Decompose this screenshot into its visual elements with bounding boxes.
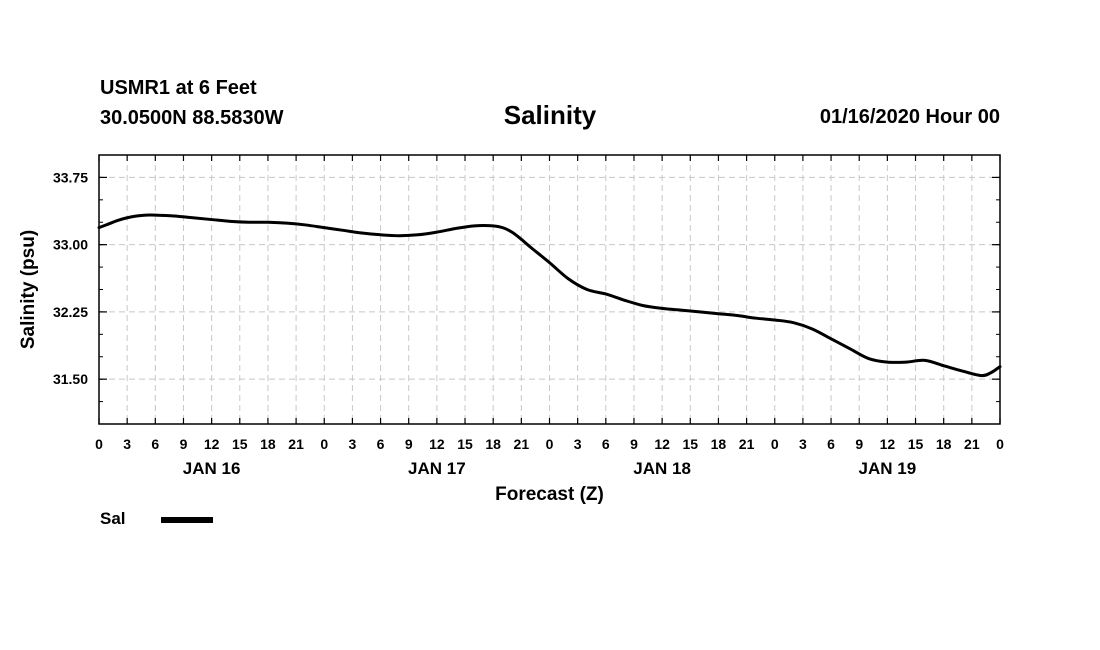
day-label: JAN 18 [633, 459, 691, 478]
x-tick-label: 12 [654, 436, 670, 452]
x-tick-label: 18 [260, 436, 276, 452]
x-tick-label: 0 [95, 436, 103, 452]
x-tick-label: 21 [964, 436, 980, 452]
x-tick-label: 9 [405, 436, 413, 452]
x-tick-label: 3 [123, 436, 131, 452]
x-tick-label: 9 [180, 436, 188, 452]
x-tick-label: 21 [514, 436, 530, 452]
series-layer [97, 213, 1002, 378]
axis-tick-labels: 0 3 6 9 12 15 18 21 0 3 6 9 12 15 18 21 0 3 6 9 12 15 18 21 0 3 6 9… [53, 169, 1004, 478]
x-tick-label: 3 [349, 436, 357, 452]
x-tick-label: 0 [320, 436, 328, 452]
x-tick-label: 18 [936, 436, 952, 452]
x-tick-label: 6 [602, 436, 610, 452]
y-axis-label: Salinity (psu) [18, 230, 39, 349]
y-tick-label: 33.00 [53, 237, 88, 253]
station-coordinates: 30.0500N 88.5830W [100, 107, 284, 129]
x-tick-label: 15 [908, 436, 924, 452]
x-tick-label: 18 [711, 436, 727, 452]
x-tick-label: 12 [880, 436, 896, 452]
x-tick-label: 12 [429, 436, 445, 452]
x-tick-label: 21 [288, 436, 304, 452]
x-tick-label: 0 [546, 436, 554, 452]
x-tick-label: 15 [457, 436, 473, 452]
grid [99, 155, 1000, 424]
chart-title: Salinity [503, 100, 597, 130]
x-tick-label: 0 [771, 436, 779, 452]
day-label: JAN 17 [408, 459, 466, 478]
x-tick-label: 6 [151, 436, 159, 452]
x-tick-label: 15 [682, 436, 698, 452]
legend-label: Sal [100, 509, 126, 528]
x-tick-label: 0 [996, 436, 1004, 452]
x-tick-label: 6 [827, 436, 835, 452]
x-tick-label: 15 [232, 436, 248, 452]
x-tick-label: 21 [739, 436, 755, 452]
y-tick-label: 32.25 [53, 304, 88, 320]
legend-swatch [161, 517, 213, 523]
day-label: JAN 16 [183, 459, 241, 478]
x-tick-label: 12 [204, 436, 220, 452]
day-label: JAN 19 [859, 459, 917, 478]
x-tick-label: 3 [799, 436, 807, 452]
x-tick-label: 6 [377, 436, 385, 452]
x-tick-label: 9 [630, 436, 638, 452]
x-tick-label: 9 [855, 436, 863, 452]
series-line-sal [97, 213, 1002, 378]
x-tick-label: 18 [485, 436, 501, 452]
y-tick-label: 31.50 [53, 371, 88, 387]
station-name: USMR1 at 6 Feet [100, 77, 257, 99]
forecast-issue-time: 01/16/2020 Hour 00 [819, 106, 1000, 128]
y-tick-label: 33.75 [53, 169, 88, 185]
x-tick-label: 3 [574, 436, 582, 452]
x-axis-label: Forecast (Z) [495, 484, 604, 505]
axis-ticks [98, 154, 1001, 425]
